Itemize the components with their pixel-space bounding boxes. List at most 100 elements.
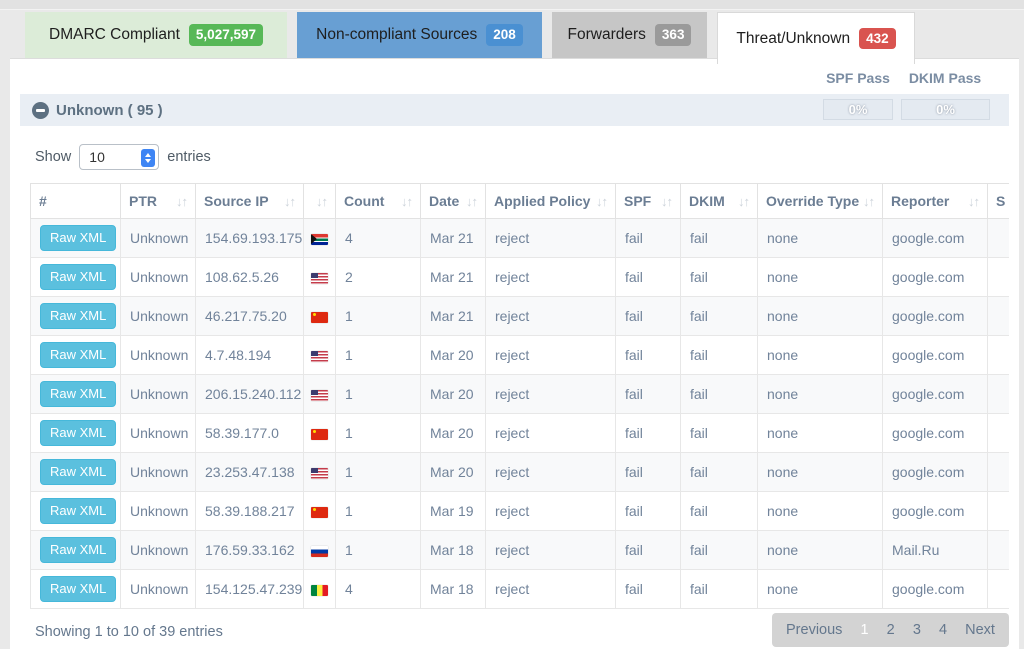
entries-count-value: 10: [89, 149, 105, 165]
column-header-label: S: [996, 193, 1006, 209]
ptr-cell: Unknown: [120, 257, 196, 297]
date-cell: Mar 20: [420, 452, 486, 492]
action-cell: Raw XML: [30, 491, 121, 531]
sort-icon[interactable]: ↓↑: [466, 194, 478, 209]
spf-cell: fail: [615, 491, 681, 531]
ptr-cell: Unknown: [120, 569, 196, 609]
next-button[interactable]: Next: [965, 622, 995, 638]
tab-non-compliant-sources[interactable]: Non-compliant Sources 208: [297, 12, 542, 58]
column-header-spf[interactable]: ↓↑ SPF: [615, 183, 681, 219]
raw-xml-button[interactable]: Raw XML: [40, 498, 117, 524]
applied-policy-cell: reject: [485, 413, 616, 453]
sort-icon[interactable]: ↓↑: [284, 194, 296, 209]
column-header-applied-policy[interactable]: ↓↑ Applied Policy: [485, 183, 616, 219]
previous-button[interactable]: Previous: [786, 622, 843, 638]
column-header-date[interactable]: ↓↑ Date: [420, 183, 486, 219]
date-cell: Mar 21: [420, 257, 486, 297]
applied-policy-cell: reject: [485, 296, 616, 336]
show-label: Show: [35, 149, 72, 165]
entries-count-select[interactable]: 10: [79, 144, 160, 170]
sort-icon[interactable]: ↓↑: [968, 194, 980, 209]
source-ip-cell: 46.217.75.20: [195, 296, 304, 336]
sort-icon[interactable]: ↓↑: [738, 194, 750, 209]
raw-xml-button[interactable]: Raw XML: [40, 303, 117, 329]
tab-count-badge: 5,027,597: [188, 24, 263, 46]
sort-icon[interactable]: ↓↑: [316, 194, 328, 209]
page-3[interactable]: 3: [912, 622, 921, 638]
table-row: Raw XML Unknown 206.15.240.112 1 Mar 20 rejec…: [30, 374, 1009, 414]
raw-xml-button[interactable]: Raw XML: [40, 381, 117, 407]
applied-policy-cell: reject: [485, 452, 616, 492]
applied-policy-cell: reject: [485, 374, 616, 414]
page-1[interactable]: 1: [860, 622, 869, 638]
date-cell: Mar 19: [420, 491, 486, 531]
ptr-cell: Unknown: [120, 374, 196, 414]
table-row: Raw XML Unknown 58.39.188.217 1 Mar 19 reject…: [30, 491, 1009, 531]
sort-icon[interactable]: ↓↑: [863, 194, 875, 209]
override-type-cell: none: [757, 491, 883, 531]
table-row: Raw XML Unknown 154.69.193.175 4 Mar 21 rejec…: [30, 218, 1009, 258]
column-header-label: DKIM: [689, 193, 725, 209]
column-header-flag[interactable]: ↓↑: [303, 183, 336, 219]
country-cell: [303, 218, 336, 258]
date-cell: Mar 20: [420, 335, 486, 375]
dkim-cell: fail: [680, 218, 758, 258]
source-ip-cell: 23.253.47.138: [195, 452, 304, 492]
count-cell: 1: [335, 530, 421, 570]
tab-count-badge: 432: [859, 27, 896, 50]
column-header-label: Date: [429, 193, 460, 209]
country-cell: [303, 569, 336, 609]
column-header-label: #: [39, 193, 47, 209]
country-cell: [303, 296, 336, 336]
pagination: Previous 1 2 3 4 Next: [772, 613, 1009, 647]
sort-icon[interactable]: ↓↑: [401, 194, 413, 209]
column-header-s: S: [987, 183, 1009, 219]
action-cell: Raw XML: [30, 413, 121, 453]
date-cell: Mar 21: [420, 296, 486, 336]
sort-icon[interactable]: ↓↑: [661, 194, 673, 209]
sources-table-container: # ↓↑ PTR ↓↑ Source IP ↓↑ ↓↑ Count ↓↑ Date ↓↑ Applie…: [30, 183, 1009, 615]
ptr-cell: Unknown: [120, 530, 196, 570]
action-cell: Raw XML: [30, 374, 121, 414]
spf-cell: fail: [615, 452, 681, 492]
tab-threat-unknown[interactable]: Threat/Unknown 432: [717, 12, 915, 64]
tab-dmarc-compliant[interactable]: DMARC Compliant 5,027,597: [25, 12, 287, 58]
flag-sn-icon: [311, 584, 328, 596]
raw-xml-button[interactable]: Raw XML: [40, 342, 117, 368]
reporter-cell: google.com: [882, 335, 988, 375]
column-header-ptr[interactable]: ↓↑ PTR: [120, 183, 196, 219]
tab-bar: DMARC Compliant 5,027,597 Non-compliant So…: [25, 12, 915, 64]
source-ip-cell: 206.15.240.112: [195, 374, 304, 414]
dkim-cell: fail: [680, 257, 758, 297]
dkim-cell: fail: [680, 530, 758, 570]
raw-xml-button[interactable]: Raw XML: [40, 537, 117, 563]
tab-forwarders[interactable]: Forwarders 363: [552, 12, 707, 58]
page-4[interactable]: 4: [938, 622, 948, 638]
section-title: Unknown ( 95 ): [56, 101, 163, 119]
column-header-count[interactable]: ↓↑ Count: [335, 183, 421, 219]
table-summary: Showing 1 to 10 of 39 entries: [35, 624, 223, 640]
source-ip-cell: 176.59.33.162: [195, 530, 304, 570]
count-cell: 1: [335, 452, 421, 492]
reporter-cell: google.com: [882, 374, 988, 414]
raw-xml-button[interactable]: Raw XML: [40, 459, 117, 485]
sort-icon[interactable]: ↓↑: [596, 194, 608, 209]
column-header-override-type[interactable]: ↓↑ Override Type: [757, 183, 883, 219]
extra-cell: [987, 257, 1009, 297]
dkim-cell: fail: [680, 569, 758, 609]
raw-xml-button[interactable]: Raw XML: [40, 576, 117, 602]
raw-xml-button[interactable]: Raw XML: [40, 225, 117, 251]
page-2[interactable]: 2: [886, 622, 895, 638]
table-row: Raw XML Unknown 46.217.75.20 1 Mar 21 reject f…: [30, 296, 1009, 336]
action-cell: Raw XML: [30, 257, 121, 297]
sort-icon[interactable]: ↓↑: [176, 194, 188, 209]
column-header-reporter[interactable]: ↓↑ Reporter: [882, 183, 988, 219]
raw-xml-button[interactable]: Raw XML: [40, 420, 117, 446]
spf-cell: fail: [615, 218, 681, 258]
collapse-minus-icon[interactable]: [32, 101, 49, 119]
column-header-dkim[interactable]: ↓↑ DKIM: [680, 183, 758, 219]
column-header-source-ip[interactable]: ↓↑ Source IP: [195, 183, 304, 219]
count-cell: 1: [335, 296, 421, 336]
ptr-cell: Unknown: [120, 335, 196, 375]
raw-xml-button[interactable]: Raw XML: [40, 264, 117, 290]
